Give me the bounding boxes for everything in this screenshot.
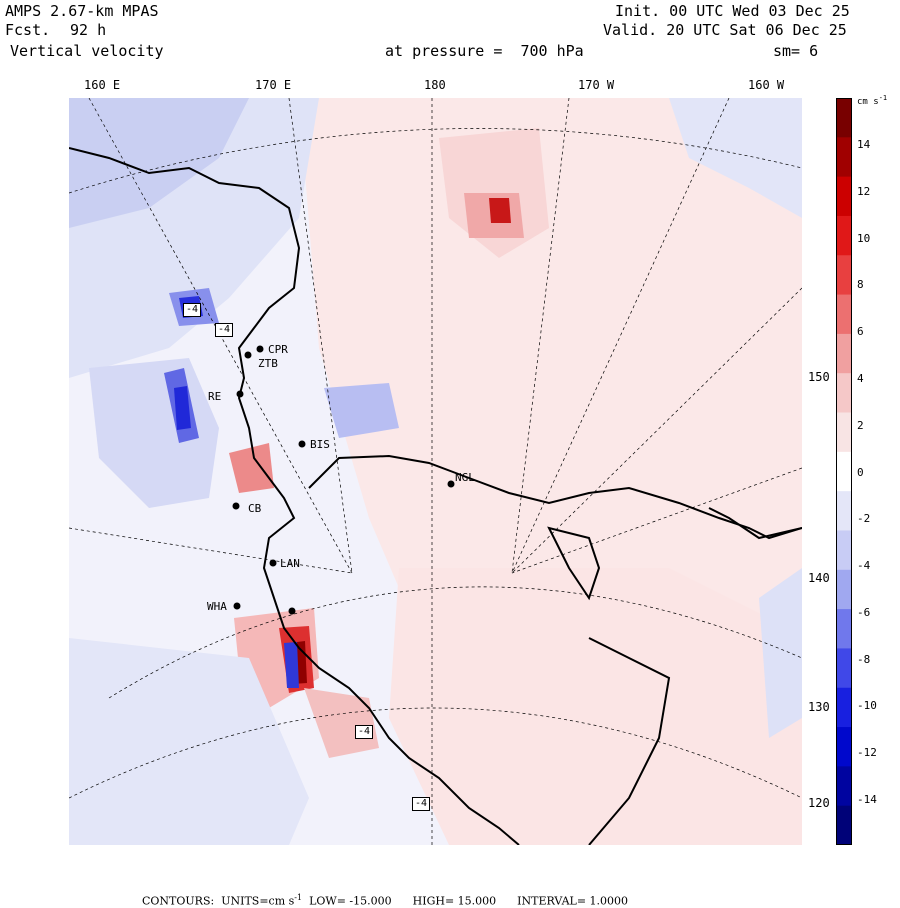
colorbar-step: [836, 530, 852, 571]
station-cpr: CPR: [268, 343, 288, 356]
colorbar-label: -14: [857, 793, 877, 806]
colorbar-step: [836, 333, 852, 374]
colorbar-label: -6: [857, 605, 871, 619]
contour-info: CONTOURS: UNITS=cm s-1 LOW= -15.000 HIGH…: [142, 893, 629, 908]
colorbar-step: [836, 373, 852, 414]
colorbar-label: -4: [857, 559, 871, 573]
map-panel: [69, 98, 802, 845]
colorbar-step: [836, 294, 852, 335]
colorbar-label: -10: [857, 699, 877, 713]
forecast-label: Fcst.: [5, 21, 51, 39]
contour-label-box: -4: [183, 303, 202, 317]
colorbar-label: 14: [857, 138, 871, 151]
colorbar-label: 4: [857, 371, 864, 385]
positive-region: [389, 568, 802, 845]
positive-region: [229, 443, 274, 493]
colorbar-unit: cm s-1: [857, 94, 888, 107]
station-ngl: NGL: [455, 471, 475, 484]
valid-time: Valid. 20 UTC Sat 06 Dec 25: [603, 21, 847, 39]
contour-label-box: -4: [412, 797, 431, 811]
lon-label-170e: 170 E: [255, 78, 292, 92]
colorbar-label: 2: [857, 418, 864, 432]
colorbar-step: [836, 215, 852, 256]
colorbar: [836, 98, 852, 845]
colorbar-label: -8: [857, 652, 871, 666]
contour-label-box: -4: [215, 323, 234, 337]
colorbar-label: 10: [857, 231, 871, 245]
colorbar-label: -12: [857, 746, 877, 760]
colorbar-label: 8: [857, 278, 864, 292]
init-time: Init. 00 UTC Wed 03 Dec 25: [615, 2, 850, 20]
colorbar-step: [836, 98, 852, 138]
colorbar-step: [836, 648, 852, 689]
colorbar-step: [836, 766, 852, 807]
field-name: Vertical velocity: [10, 42, 164, 60]
colorbar-label: 0: [857, 465, 864, 479]
negative-region: [174, 386, 191, 430]
coastline: [69, 147, 802, 845]
colorbar-step: [836, 255, 852, 296]
colorbar-step: [836, 491, 852, 531]
colorbar-step: [836, 569, 852, 610]
negative-region: [324, 383, 399, 438]
colorbar-step: [836, 687, 852, 728]
colorbar-step: [836, 609, 852, 649]
lon-label-170w: 170 W: [578, 78, 615, 92]
colorbar-step: [836, 137, 852, 178]
station-re: RE: [208, 390, 222, 403]
positive-region: [304, 688, 379, 758]
smoothing-value: sm= 6: [773, 42, 819, 60]
negative-region: [669, 98, 802, 218]
negative-region: [284, 642, 299, 688]
lon-label-180: 180: [424, 78, 446, 92]
colorbar-step: [836, 451, 852, 492]
lon-label-160e: 160 E: [84, 78, 121, 92]
colorbar-label: 6: [857, 325, 864, 339]
colorbar-label: -2: [857, 512, 871, 526]
station-ztb: ZTB: [258, 357, 278, 370]
colorbar-step: [836, 412, 852, 453]
pressure-level: at pressure = 700 hPa: [385, 42, 584, 60]
negative-region: [69, 98, 249, 228]
negative-region: [69, 638, 309, 845]
forecast-hours: 92 h: [70, 21, 107, 39]
colorbar-step: [836, 176, 852, 217]
colorbar-label: 12: [857, 184, 871, 198]
lon-label-160w: 160 W: [748, 78, 785, 92]
station-bis: BIS: [310, 438, 330, 451]
station-wha: WHA: [207, 600, 227, 613]
negative-region: [759, 568, 802, 738]
model-title: AMPS 2.67-km MPAS: [5, 2, 159, 20]
positive-region: [489, 198, 511, 223]
station-lan: LAN: [280, 557, 300, 570]
contour-label-box: -4: [355, 725, 374, 739]
colorbar-step: [836, 727, 852, 767]
colorbar-step: [836, 805, 852, 845]
station-cb: CB: [248, 502, 262, 515]
